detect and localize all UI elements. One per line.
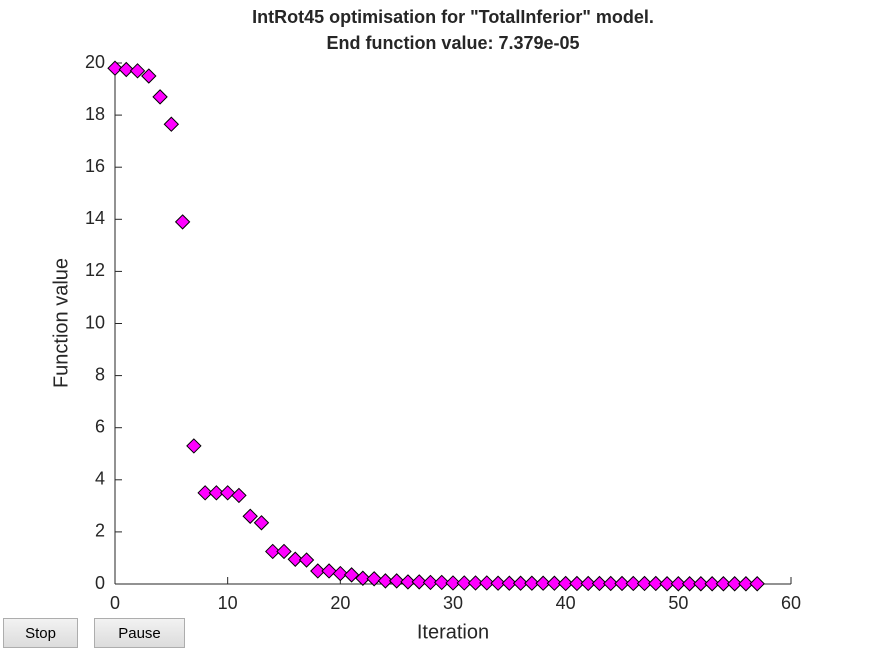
data-point [726, 576, 743, 592]
data-point [546, 575, 563, 591]
data-point [366, 571, 382, 587]
data-point [152, 89, 168, 105]
data-point [265, 543, 281, 560]
data-point [129, 63, 146, 79]
x-tick-label: 60 [781, 593, 801, 613]
data-point [445, 575, 461, 591]
data-point [332, 565, 349, 582]
y-tick-label: 12 [85, 260, 105, 280]
y-tick-label: 10 [85, 312, 105, 332]
y-tick-label: 8 [95, 364, 105, 384]
x-axis-label: Iteration [417, 621, 489, 643]
data-point [681, 576, 698, 592]
data-point [253, 515, 270, 531]
data-point [715, 576, 732, 592]
data-point [467, 575, 484, 591]
data-point [749, 576, 765, 592]
y-tick-label: 20 [85, 52, 105, 72]
data-point [659, 576, 675, 592]
data-point [219, 485, 236, 501]
data-point [479, 575, 495, 591]
data-point [287, 551, 303, 567]
y-tick-label: 2 [95, 521, 105, 541]
y-tick-label: 6 [95, 416, 105, 436]
pause-button[interactable]: Pause [94, 618, 185, 648]
data-point [625, 575, 641, 592]
data-point [603, 575, 619, 592]
data-point [569, 575, 585, 592]
data-point [490, 575, 506, 591]
data-point [197, 485, 213, 501]
x-tick-label: 0 [110, 593, 120, 613]
y-tick-label: 18 [85, 104, 105, 124]
y-tick-label: 0 [95, 573, 105, 593]
data-point [118, 61, 134, 78]
data-point [343, 567, 360, 583]
data-point [693, 576, 709, 592]
x-tick-label: 20 [330, 593, 350, 613]
x-tick-label: 30 [443, 593, 463, 613]
data-point [614, 575, 630, 592]
data-point [400, 574, 416, 590]
data-point [422, 574, 439, 591]
data-point [648, 575, 664, 592]
x-tick-label: 40 [556, 593, 576, 613]
y-axis-label: Function value [50, 258, 72, 388]
y-tick-label: 14 [85, 208, 105, 228]
data-point [535, 575, 551, 591]
data-point [434, 574, 450, 591]
data-point [738, 576, 754, 592]
data-point [208, 485, 225, 501]
data-point [704, 576, 720, 592]
data-point [242, 508, 258, 524]
chart-title: IntRot45 optimisation for "TotalInferior… [252, 7, 654, 27]
data-point [163, 116, 180, 132]
data-point [321, 563, 337, 579]
data-point [276, 543, 292, 560]
data-point [355, 570, 371, 586]
data-point [107, 60, 123, 76]
data-point [298, 552, 315, 568]
stop-button[interactable]: Stop [3, 618, 78, 648]
data-point [557, 575, 574, 592]
data-point [670, 576, 687, 592]
y-tick-label: 16 [85, 156, 105, 176]
data-point [141, 68, 157, 84]
data-point [512, 575, 529, 591]
data-point [388, 573, 405, 589]
data-point [231, 487, 247, 504]
data-point [411, 574, 427, 590]
data-point [377, 573, 394, 589]
data-point [580, 575, 596, 592]
chart-title: End function value: 7.379e-05 [326, 33, 579, 53]
data-point [636, 575, 653, 592]
data-point [591, 575, 608, 592]
x-tick-label: 10 [218, 593, 238, 613]
data-point [310, 563, 326, 579]
data-point [501, 575, 518, 591]
y-tick-label: 4 [95, 469, 105, 489]
data-point [186, 438, 202, 454]
data-point [524, 575, 540, 591]
data-point [456, 575, 472, 591]
x-tick-label: 50 [668, 593, 688, 613]
data-point [174, 214, 191, 230]
